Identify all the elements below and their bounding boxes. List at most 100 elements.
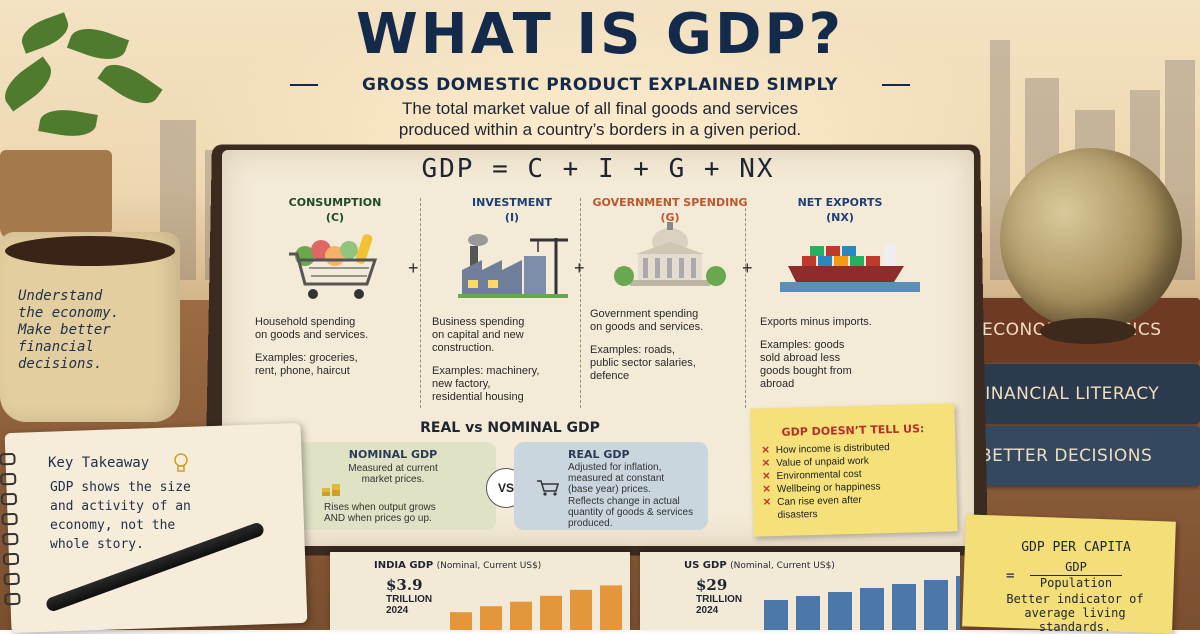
note-line: quantity of goods & services [568,507,694,518]
description-line: on goods and services. [590,321,704,333]
definition-line: produced within a country’s borders in a… [398,120,802,139]
per-capita-numerator: GDP [1030,560,1122,576]
spiral-ring [2,552,20,566]
mug-text-line: Understand [18,288,103,304]
component-description: Business spending on capital and new con… [432,316,592,355]
cross-icon: ✕ [762,484,772,496]
spiral-ring [0,452,16,466]
chart-headline-unit: TRILLION [696,594,743,605]
nominal-gdp-title: NOMINAL GDP [348,448,438,461]
definition-text: The total market value of all final good… [240,98,960,140]
per-capita-formula: GDP Population [1030,560,1122,590]
chart-bar [892,584,916,630]
book-title: FINANCIAL LITERACY [975,384,1160,404]
chart-bar [570,589,592,630]
component-name: INVESTMENT [472,196,552,209]
subtitle-rule [882,84,910,86]
chart-bar [956,576,960,630]
examples-line: Examples: goods [760,339,845,351]
chart-bar [510,601,532,630]
component-symbol: (I) [504,211,520,224]
globe-stand [1040,318,1136,344]
examples-line: rent, phone, haircut [255,365,350,377]
mug-coffee [5,236,175,266]
cross-icon: ✕ [761,445,771,457]
component-name: GOVERNMENT SPENDING [592,196,748,209]
component-description: Government spending on goods and service… [590,308,750,334]
component-consumption: CONSUMPTION (C) Household spending on go… [255,196,415,378]
key-takeaway-text: Key Takeaway [48,455,150,471]
spiral-ring [3,572,20,586]
component-examples: Examples: groceries, rent, phone, haircu… [255,352,415,378]
real-gdp-desc: Adjusted for inflation, measured at cons… [568,462,664,495]
per-capita-denominator: Population [1039,576,1113,590]
india-gdp-chart-card: INDIA GDP (Nominal, Current US$) $3.9 TR… [330,552,630,630]
chart-title: US GDP (Nominal, Current US$) [684,560,835,571]
limitation-text: How income is distributed [775,442,890,457]
description-line: Government spending [590,308,699,320]
component-net-exports: NET EXPORTS (NX) Exports minus imports. … [760,196,920,391]
plus-sign: + [574,258,585,278]
spiral-ring [0,492,18,506]
chart-title: INDIA GDP (Nominal, Current US$) [374,560,541,571]
chart-bar [540,595,562,630]
mug-text-line: the economy. [18,305,120,321]
cart-icon [537,480,559,496]
chart-title-text: INDIA GDP [374,560,434,571]
examples-line: new factory, [432,378,491,390]
spiral-ring [0,472,17,486]
chart-bar [796,596,820,630]
chart-bar [480,606,502,630]
chart-headline-year: 2024 [386,605,409,616]
limitation-text: Environmental cost [776,468,862,483]
plant-pot [0,150,112,240]
chart-headline-unit: TRILLION [386,594,433,605]
note-line: AND when prices go up. [324,513,432,524]
description-line: on goods and services. [255,329,369,341]
spiral-ring [1,512,18,526]
description-line: Business spending [432,316,525,328]
chart-title-text: US GDP [684,560,727,571]
examples-line: Examples: groceries, [255,352,358,364]
component-description: Exports minus imports. [760,316,920,329]
key-takeaway-body: GDP shows the size and activity of an ec… [50,478,200,554]
government-building-icon [610,220,730,292]
description-line: construction. [432,342,495,354]
page-title: WHAT IS GDP? [356,2,844,67]
limitations-list: ✕ How income is distributed ✕ Value of unp… [761,440,957,522]
examples-line: Examples: machinery, [432,365,540,377]
book-financial-literacy: FINANCIAL LITERACY [955,364,1200,424]
column-divider [580,198,582,408]
examples-line: public sector salaries, [590,357,696,369]
per-capita-title: GDP PER CAPITA [1021,540,1131,555]
chart-headline-value: $3.9 [386,576,423,594]
book-title: BETTER DECISIONS [980,446,1153,466]
description-line: on capital and new [432,329,524,341]
mug-text-line: financial [18,339,94,355]
factory-icon [452,230,572,302]
desc-line: (base year) prices. [568,484,651,495]
real-gdp-box: REAL GDP Adjusted for inflation, measure… [514,442,708,530]
key-takeaway-label: Key Takeaway [48,452,190,474]
real-gdp-note: Reflects change in actual quantity of go… [568,496,693,529]
component-description: Household spending on goods and services… [255,316,415,342]
cross-icon: ✕ [762,471,771,483]
cross-icon: ✕ [761,458,771,470]
per-capita-note: Better indicator of average living stand… [990,592,1160,634]
note-line: Reflects change in actual [568,496,680,507]
chart-bar [924,580,948,630]
component-investment: INVESTMENT (I) Business spending on capi… [432,196,592,404]
column-divider [420,198,422,408]
nominal-gdp-note: Rises when output grows AND when prices … [324,502,436,524]
limitation-text: Can rise even after [777,494,862,509]
mug-text: Understand the economy. Make better fina… [18,288,168,373]
component-name: CONSUMPTION [288,196,382,209]
chart-subtitle: (Nominal, Current US$) [436,561,542,571]
component-symbol: (C) [325,211,345,224]
real-vs-nominal-title: REAL vs NOMINAL GDP [420,420,600,436]
plus-sign: + [742,258,753,278]
limitation-text: disasters [777,508,818,522]
examples-line: sold abroad less [760,352,841,364]
subtitle: GROSS DOMESTIC PRODUCT EXPLAINED SIMPLY [361,75,838,95]
description-line: Household spending [255,316,356,328]
